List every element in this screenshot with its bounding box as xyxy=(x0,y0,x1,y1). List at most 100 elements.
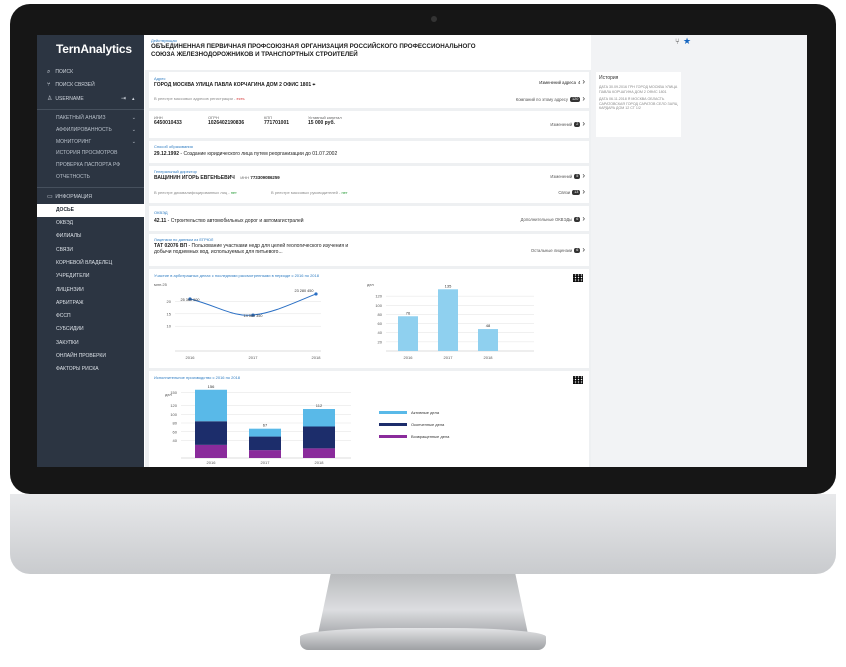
enforcement-title: Исполнительное производство с 2016 по 20… xyxy=(154,375,241,380)
x-tick-label: 2017 xyxy=(249,355,259,360)
address-changes-link[interactable]: Изменений адреса 4 › xyxy=(539,77,585,86)
address-value[interactable]: ГОРОД МОСКВА УЛИЦА ПАВЛА КОРЧАГИНА ДОМ 2… xyxy=(154,82,315,88)
license-value: ТАТ 02076 ВП - Пользование участками нед… xyxy=(154,243,354,255)
extra-okved-link[interactable]: Дополнительные ОКВЭДы 6 › xyxy=(520,214,585,223)
x-tick-label: 2017 xyxy=(444,355,454,360)
ogrn-value: 1026402190836 xyxy=(208,120,245,126)
arbitration-amount-chart: млн.25 10 15 20 25 360 900 2016 14 580 350 2017… xyxy=(154,282,322,360)
arrow-right-icon: › xyxy=(582,214,585,223)
y-tick-label: 10 xyxy=(167,324,172,329)
arrow-right-icon: › xyxy=(582,77,585,86)
sidebar-nav-item[interactable]: ФИЛИАЛЫ xyxy=(56,233,82,240)
arrow-right-icon: › xyxy=(582,245,585,254)
companies-at-address-link[interactable]: Компаний по этому адресу 120 › xyxy=(515,95,585,103)
sidebar-nav-item[interactable]: ФССП xyxy=(56,313,71,320)
arrow-right-icon: › xyxy=(582,171,585,180)
id-changes-link[interactable]: Изменений 2 › xyxy=(550,120,585,128)
director-changes-count: 5 xyxy=(574,173,581,179)
sidebar-search-links[interactable]: ⑂ ПОИСК СВЯЗЕЙ xyxy=(37,79,144,92)
bar-segment xyxy=(249,436,281,451)
sidebar-user[interactable]: ♙ USERNAME ⇥ ▴ xyxy=(37,93,144,106)
history-entry[interactable]: ДАТА 06.11.2018 Я МОСКВА ОБЛАСТЬ САРАТОВ… xyxy=(599,97,678,111)
sidebar-subitem-label: ИСТОРИЯ ПРОСМОТРОВ xyxy=(56,150,118,157)
enforcement-legend: Активные дела Оконченные дела Возвращенн… xyxy=(379,406,449,442)
sidebar-subitem[interactable]: ПАКЕТНЫЙ АНАЛИЗ ⌄ xyxy=(37,113,144,125)
data-point xyxy=(251,313,255,317)
other-licenses-link[interactable]: Остальные лицензии 6 › xyxy=(531,245,585,254)
address-label: Адрес xyxy=(154,76,166,81)
mass-address-value: есть xyxy=(236,96,245,101)
sidebar-nav-item[interactable]: ЗАКУПКИ xyxy=(56,339,79,346)
data-label: 23 280 450 xyxy=(294,289,313,293)
sidebar-nav-item[interactable]: ОНЛАЙН ПРОВЕРКИ xyxy=(56,353,106,360)
grid-icon[interactable] xyxy=(573,274,583,282)
sidebar-nav-item[interactable]: СУБСИДИИ xyxy=(56,326,84,333)
mass-address-note: В реестре массовых адресов регистрации -… xyxy=(154,96,245,101)
license-card: Лицензии по данным из ЕГРЮЛ ТАТ 02076 ВП… xyxy=(149,234,589,266)
company-name: ОБЪЕДИНЕННАЯ ПЕРВИЧНАЯ ПРОФСОЮЗНАЯ ОРГАН… xyxy=(151,43,476,58)
disq-text: В реестре дисквалифицированных лиц - xyxy=(154,190,230,195)
grid-icon[interactable] xyxy=(573,376,583,384)
data-label: 76 xyxy=(406,310,411,315)
sidebar-nav-item[interactable]: АРБИТРАЖ xyxy=(56,299,84,306)
sidebar-subitem[interactable]: МОНИТОРИНГ ⌄ xyxy=(37,137,144,149)
director-label: Генеральный директор xyxy=(154,169,197,174)
extra-okved-label: Дополнительные ОКВЭДы xyxy=(520,216,573,222)
okved-text: - Строительство автомобильных дорог и ав… xyxy=(167,218,304,224)
sidebar-nav-item[interactable]: УЧРЕДИТЕЛИ xyxy=(56,273,90,280)
data-label: 25 360 900 xyxy=(180,298,199,302)
sidebar-nav-item[interactable]: КОРНЕВОЙ ВЛАДЕЛЕЦ xyxy=(56,259,113,266)
bar-segment xyxy=(195,421,227,445)
sidebar-nav-item[interactable]: ФАКТОРЫ РИСКА xyxy=(56,366,99,373)
chevron-up-icon[interactable]: ▴ xyxy=(132,96,135,102)
sidebar-search-label: ПОИСК xyxy=(55,69,73,75)
legend-label: Активные дела xyxy=(411,409,440,415)
app-logo[interactable]: TernAnalytics xyxy=(56,42,132,56)
address-text: ГОРОД МОСКВА УЛИЦА ПАВЛА КОРЧАГИНА ДОМ 2… xyxy=(154,82,312,88)
legend-label: Возвращенные дела xyxy=(411,433,450,439)
arbitration-count-chart: дел 20 40 60 80 100 120 76 2016 135 2017 48 2018 xyxy=(367,282,534,360)
sidebar-subitem-label: ПРОВЕРКА ПАСПОРТА РФ xyxy=(56,162,121,169)
sidebar-nav-item[interactable]: ДОСЬЕ xyxy=(37,203,144,218)
kpp-block: КПП 771701001 xyxy=(264,115,289,126)
okved-card: ОКВЭД 42.11 - Строительство автомобильны… xyxy=(149,206,589,231)
sidebar-nav-item[interactable]: ЛИЦЕНЗИИ xyxy=(56,286,84,293)
sidebar-search[interactable]: ⌕ ПОИСК xyxy=(37,66,144,79)
mass-director-value: нет xyxy=(341,190,348,195)
bar-segment xyxy=(303,409,335,427)
data-label: 48 xyxy=(486,323,491,328)
sidebar-nav-item[interactable]: ОКВЭД xyxy=(56,220,73,227)
id-changes-label: Изменений xyxy=(550,121,573,127)
logout-icon[interactable]: ⇥ xyxy=(121,96,127,102)
x-tick-label: 2016 xyxy=(207,460,217,465)
data-point xyxy=(314,292,318,296)
legend-item-returned: Возвращенные дела xyxy=(379,430,449,442)
history-entry[interactable]: ДАТА 30.09.2016 ГРН ГОРОД МОСКВА УЛИЦА П… xyxy=(599,85,678,94)
company-header: Действующая ОБЪЕДИНЕННАЯ ПЕРВИЧНАЯ ПРОФС… xyxy=(145,35,591,70)
director-links-count: 13 xyxy=(572,189,581,195)
arbitration-card: Участие в арбитражных делах с последними… xyxy=(149,269,589,368)
user-icon: ♙ xyxy=(47,96,53,102)
director-changes-link[interactable]: Изменений 5 › xyxy=(550,171,585,180)
formation-date: 29.12.1992 xyxy=(154,151,180,157)
sidebar-info[interactable]: ▭ ИНФОРМАЦИЯ xyxy=(37,191,144,204)
enforcement-chart: дел 40 60 80 100 120 150 156 2016 67 2017 112 2018 xyxy=(165,384,351,465)
sidebar-subitem[interactable]: ОТЧЕТНОСТЬ xyxy=(37,172,144,184)
director-links-link[interactable]: Связи 13 › xyxy=(558,188,585,196)
sidebar-subitem[interactable]: АФФИЛИРОВАННОСТЬ ⌄ xyxy=(37,125,144,137)
sidebar-nav-item[interactable]: СВЯЗИ xyxy=(56,246,74,253)
legend-item-active: Активные дела xyxy=(379,406,449,418)
filter-icon[interactable]: ⑂ xyxy=(675,37,680,46)
sidebar-subitem[interactable]: ПРОВЕРКА ПАСПОРТА РФ xyxy=(37,160,144,172)
companies-label: Компаний по этому адресу xyxy=(515,96,568,102)
star-icon[interactable]: ★ xyxy=(683,36,692,46)
data-label: 14 580 350 xyxy=(243,314,262,318)
director-name[interactable]: ВАЩИНИН ИГОРЬ ЕВГЕНЬЕВИЧ xyxy=(154,175,235,181)
chevron-down-icon: ⌄ xyxy=(131,115,136,121)
right-panel: ⑂ ★ История ДАТА 30.09.2016 ГРН ГОРОД МО… xyxy=(591,35,807,467)
director-card: Генеральный директор ВАЩИНИН ИГОРЬ ЕВГЕН… xyxy=(149,166,589,203)
search-icon: ⌕ xyxy=(47,69,51,75)
sidebar-subitem[interactable]: ИСТОРИЯ ПРОСМОТРОВ xyxy=(37,148,144,160)
x-tick-label: 2018 xyxy=(312,355,322,360)
data-label: 135 xyxy=(445,283,452,288)
